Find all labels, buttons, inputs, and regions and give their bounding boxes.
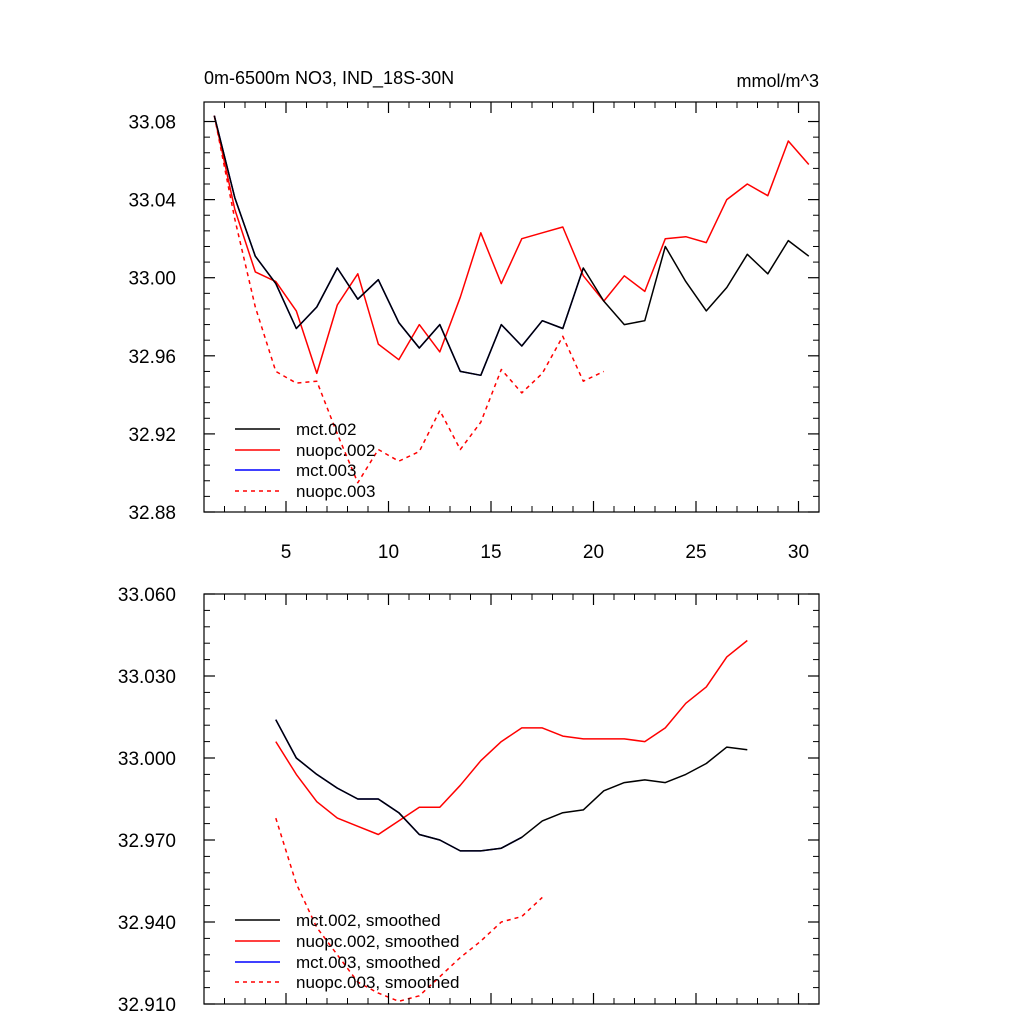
y-tick-label: 32.910 [118, 995, 176, 1016]
x-tick-label: 25 [685, 542, 706, 563]
legend-label: nuopc.002 [296, 441, 375, 460]
y-tick-label: 32.96 [128, 347, 176, 368]
x-tick-label: 5 [281, 542, 292, 563]
legend-label: nuopc.002, smoothed [296, 932, 460, 951]
series-line-nuopc-002-smoothed [275, 639, 748, 836]
legend-entry: nuopc.003, smoothed [235, 973, 460, 992]
legend-entry: nuopc.003 [235, 482, 375, 501]
series-line-nuopc-002 [213, 115, 810, 375]
series-line-mct-002-smoothed [275, 719, 748, 852]
chart-title: 0m-6500m NO3, IND_18S-30N [204, 68, 454, 89]
y-tick-label: 33.000 [118, 749, 176, 770]
units-label: mmol/m^3 [737, 71, 819, 91]
chart-panel-bottom: 32.910 32.940 32.970 33.000 33.030 33.060 mct… [118, 585, 820, 1016]
series-line-nuopc-003 [213, 115, 605, 484]
y-tick-label: 32.970 [118, 831, 176, 852]
legend-entry: mct.003, smoothed [235, 953, 441, 972]
series-line-mct-002 [213, 115, 810, 377]
y-tick-label: 33.04 [128, 191, 176, 212]
legend-label: mct.003, smoothed [296, 953, 441, 972]
legend-entry: nuopc.002, smoothed [235, 932, 460, 951]
y-tick-label: 32.92 [128, 425, 176, 446]
series-layer [213, 115, 810, 484]
legend: mct.002 nuopc.002 mct.003 nuopc.003 [235, 420, 375, 501]
legend-entry: mct.003 [235, 461, 356, 480]
plot-frame [203, 101, 820, 513]
x-tick-label: 10 [378, 542, 399, 563]
y-tick-label: 33.030 [118, 667, 176, 688]
chart-panel-top: 0m-6500m NO3, IND_18S-30N mmol/m^3 32.88… [128, 68, 820, 563]
y-tick-label: 33.00 [128, 269, 176, 290]
legend-entry: nuopc.002 [235, 441, 375, 460]
legend-entry: mct.002 [235, 420, 356, 439]
axis-ticks: 32.88 32.92 32.96 33.00 33.04 33.08 5 10 15 20 25 3… [128, 102, 820, 563]
x-tick-label: 20 [583, 542, 604, 563]
legend-label: mct.003 [296, 461, 356, 480]
legend-label: nuopc.003, smoothed [296, 973, 460, 992]
y-tick-label: 32.88 [128, 503, 176, 524]
legend-entry: mct.002, smoothed [235, 911, 441, 930]
legend-label: mct.002, smoothed [296, 911, 441, 930]
x-tick-label: 15 [480, 542, 501, 563]
y-tick-label: 33.08 [128, 113, 176, 134]
y-tick-label: 33.060 [118, 585, 176, 606]
legend: mct.002, smoothed nuopc.002, smoothed mc… [235, 911, 460, 992]
x-tick-label: 30 [788, 542, 809, 563]
legend-label: mct.002 [296, 420, 356, 439]
plot-frame [203, 593, 820, 1005]
legend-label: nuopc.003 [296, 482, 375, 501]
y-tick-label: 32.940 [118, 913, 176, 934]
